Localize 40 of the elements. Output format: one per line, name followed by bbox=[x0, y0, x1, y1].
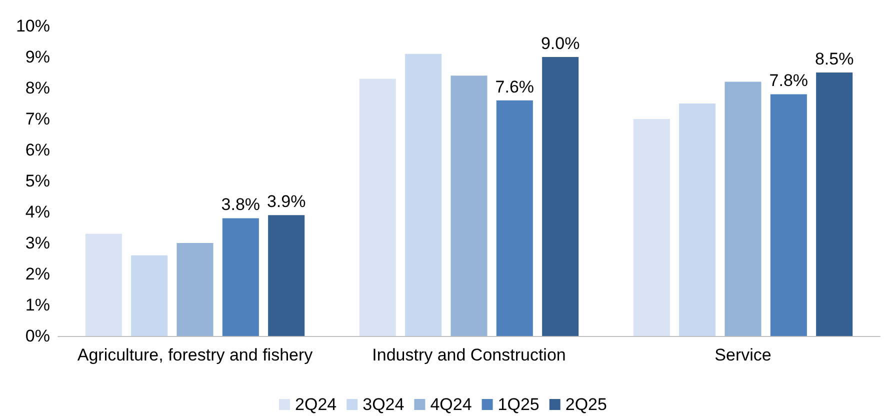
bar bbox=[679, 104, 716, 336]
bar bbox=[222, 218, 259, 336]
data-label: 3.9% bbox=[266, 192, 306, 212]
y-tick-label: 2% bbox=[25, 264, 50, 284]
y-tick-label: 9% bbox=[25, 48, 50, 66]
legend-label: 1Q25 bbox=[498, 395, 540, 414]
y-tick-label: 0% bbox=[25, 326, 50, 346]
bar bbox=[816, 72, 853, 336]
data-label: 8.5% bbox=[814, 50, 854, 68]
y-tick-label: 6% bbox=[25, 140, 50, 160]
data-label: 3.8% bbox=[221, 195, 260, 214]
x-tick-label: Agriculture, forestry and fishery bbox=[77, 346, 314, 364]
x-tick-label: Industry and Construction bbox=[372, 346, 566, 364]
data-label: 7.6% bbox=[495, 77, 534, 96]
y-tick-label: 4% bbox=[25, 202, 50, 222]
data-label: 9.0% bbox=[540, 34, 580, 53]
legend-label: 2Q25 bbox=[565, 395, 607, 414]
bar bbox=[450, 76, 488, 336]
bar bbox=[85, 234, 122, 336]
bar bbox=[542, 57, 579, 336]
y-tick-label: 3% bbox=[25, 234, 50, 252]
y-tick-label: 7% bbox=[25, 110, 50, 128]
bar bbox=[176, 243, 214, 336]
bar bbox=[405, 54, 442, 336]
x-tick-label: Service bbox=[714, 346, 772, 364]
bar bbox=[724, 82, 762, 336]
bar bbox=[268, 215, 305, 336]
legend-label: 3Q24 bbox=[362, 395, 404, 414]
bar bbox=[770, 94, 807, 336]
bar bbox=[359, 78, 396, 336]
bar bbox=[496, 100, 533, 336]
bar bbox=[633, 119, 670, 336]
bar bbox=[131, 255, 168, 336]
legend-label: 4Q24 bbox=[430, 395, 472, 414]
legend-label: 2Q24 bbox=[295, 395, 337, 414]
y-tick-label: 5% bbox=[25, 172, 50, 190]
y-tick-label: 8% bbox=[25, 78, 50, 98]
data-label: 7.8% bbox=[769, 71, 808, 90]
y-tick-label: 1% bbox=[25, 296, 50, 314]
y-tick-label: 10% bbox=[16, 16, 50, 36]
